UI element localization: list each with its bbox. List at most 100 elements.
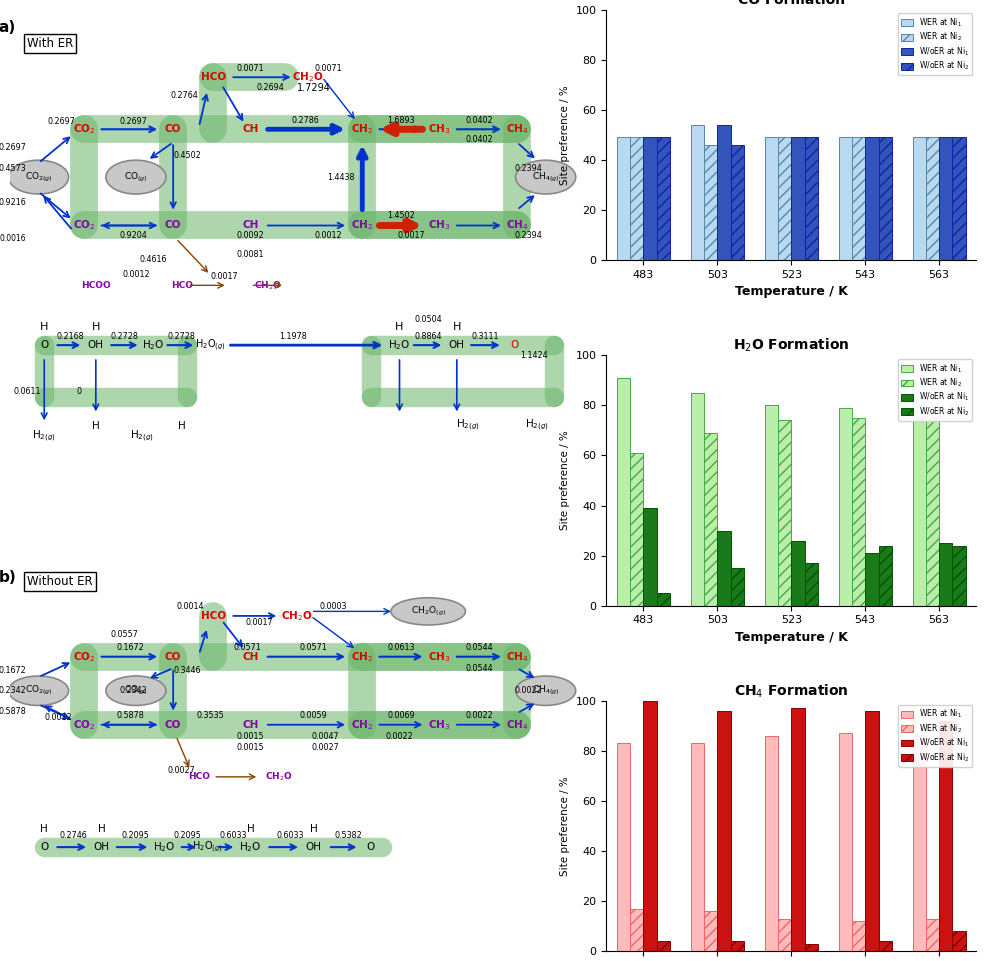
Text: 0.0613: 0.0613 (387, 643, 415, 653)
Text: CH: CH (243, 220, 258, 231)
Text: 0.0015: 0.0015 (237, 731, 264, 741)
Text: 0.3446: 0.3446 (174, 666, 201, 675)
Text: 0.3535: 0.3535 (196, 711, 224, 720)
Text: HCOO: HCOO (81, 281, 110, 290)
Text: 0.0092: 0.0092 (237, 232, 264, 240)
Text: 0.2697: 0.2697 (47, 117, 75, 126)
Title: H$_2$O Formation: H$_2$O Formation (734, 336, 850, 354)
Bar (731, 145, 744, 260)
Text: CH$_2$: CH$_2$ (351, 218, 374, 233)
Bar (805, 563, 818, 605)
Text: 1.1978: 1.1978 (280, 332, 308, 341)
Text: 0.0017: 0.0017 (397, 232, 425, 240)
Text: CO$_2$: CO$_2$ (73, 718, 96, 731)
Legend: WER at Ni$_1$, WER at Ni$_2$, W/oER at Ni$_1$, W/oER at Ni$_2$: WER at Ni$_1$, WER at Ni$_2$, W/oER at N… (898, 13, 972, 75)
Bar (926, 418, 940, 605)
Text: H: H (246, 824, 254, 834)
Bar (704, 145, 718, 260)
Y-axis label: Site preference / %: Site preference / % (560, 85, 570, 185)
Text: CO: CO (165, 720, 181, 729)
Text: 1.1424: 1.1424 (521, 351, 548, 360)
Bar (839, 137, 852, 260)
Text: 0.0081: 0.0081 (237, 250, 264, 259)
Bar (940, 137, 952, 260)
Ellipse shape (516, 676, 576, 705)
Text: b): b) (0, 570, 16, 585)
Text: CO$_{2(g)}$: CO$_{2(g)}$ (25, 170, 52, 184)
Bar (644, 508, 657, 605)
Bar (792, 137, 805, 260)
Bar (839, 733, 852, 951)
Text: 0.2394: 0.2394 (515, 163, 542, 173)
Text: 0.2694: 0.2694 (256, 84, 284, 92)
Text: CH$_3$: CH$_3$ (428, 718, 451, 731)
Text: CH$_4$: CH$_4$ (506, 218, 528, 233)
Text: CO$_{(g)}$: CO$_{(g)}$ (124, 170, 148, 184)
Text: 0.0402: 0.0402 (466, 116, 494, 125)
Bar (765, 736, 778, 951)
Bar (691, 125, 704, 260)
Title: CH$_4$ Formation: CH$_4$ Formation (734, 682, 849, 700)
X-axis label: Temperature / K: Temperature / K (735, 631, 848, 644)
Text: 1.7294: 1.7294 (297, 83, 330, 92)
Bar (952, 546, 966, 605)
Bar (630, 137, 644, 260)
Text: 0.2697: 0.2697 (0, 143, 27, 152)
Bar (778, 420, 792, 605)
Text: H: H (177, 421, 185, 431)
Text: 0.0012: 0.0012 (44, 713, 72, 723)
Text: H$_2$O: H$_2$O (142, 338, 165, 352)
Text: 0.0069: 0.0069 (387, 711, 415, 720)
Text: 0.0557: 0.0557 (110, 629, 138, 638)
Text: CH$_4$: CH$_4$ (506, 718, 528, 731)
Text: CH$_3$: CH$_3$ (428, 122, 451, 136)
Y-axis label: Site preference / %: Site preference / % (560, 431, 570, 530)
Text: 0.2697: 0.2697 (119, 117, 147, 126)
Text: 0.9216: 0.9216 (0, 198, 27, 207)
Text: 0.2764: 0.2764 (171, 91, 198, 100)
Text: Without ER: Without ER (27, 576, 93, 588)
Text: CH$_2$: CH$_2$ (351, 122, 374, 136)
Text: CO$_{(g)}$: CO$_{(g)}$ (124, 684, 148, 698)
Bar (718, 711, 731, 951)
Text: CO$_2$: CO$_2$ (73, 122, 96, 136)
Text: H$_2$O$_{(g)}$: H$_2$O$_{(g)}$ (195, 337, 226, 353)
Text: CH$_4$: CH$_4$ (506, 650, 528, 664)
Text: 0.0022: 0.0022 (386, 731, 413, 741)
Text: H$_2$O: H$_2$O (388, 338, 411, 352)
Bar (792, 708, 805, 951)
Text: 0.0571: 0.0571 (234, 643, 261, 653)
Bar (617, 744, 630, 951)
Text: H$_{2(g)}$: H$_{2(g)}$ (525, 418, 549, 433)
Bar (852, 137, 866, 260)
Text: 0.5382: 0.5382 (334, 831, 362, 840)
Text: H: H (310, 824, 317, 834)
Bar (657, 137, 670, 260)
Text: 0.3111: 0.3111 (471, 332, 499, 341)
Text: 0.0027: 0.0027 (312, 743, 339, 752)
Bar (852, 418, 866, 605)
Text: H$_2$O$_{(g)}$: H$_2$O$_{(g)}$ (192, 839, 223, 855)
Text: H: H (98, 824, 106, 834)
Text: 0.0571: 0.0571 (300, 643, 327, 653)
Text: CH: CH (243, 124, 258, 135)
Text: a): a) (0, 20, 16, 35)
Title: CO Formation: CO Formation (738, 0, 845, 7)
Bar (879, 137, 892, 260)
Text: 0.0402: 0.0402 (466, 136, 494, 144)
Bar (617, 378, 630, 605)
Text: 0.0016: 0.0016 (0, 234, 26, 243)
Bar (778, 919, 792, 951)
Text: CH$_{4(g)}$: CH$_{4(g)}$ (531, 170, 559, 184)
Bar (731, 568, 744, 605)
Text: 0.0544: 0.0544 (466, 663, 494, 673)
Text: OH: OH (306, 842, 321, 852)
Bar (852, 922, 866, 951)
Text: CH$_3$: CH$_3$ (428, 650, 451, 664)
Text: 0.0012: 0.0012 (122, 270, 150, 280)
Bar (879, 546, 892, 605)
Text: HCO: HCO (171, 281, 193, 290)
Text: H: H (453, 322, 461, 332)
Text: 0.0015: 0.0015 (237, 743, 264, 752)
Text: CH$_{4(g)}$: CH$_{4(g)}$ (531, 684, 559, 698)
